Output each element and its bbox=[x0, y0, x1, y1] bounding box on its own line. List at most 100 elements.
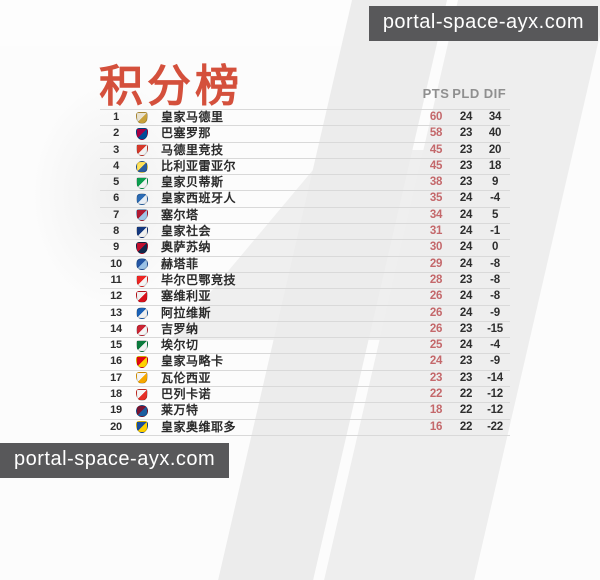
pts-value: 31 bbox=[429, 225, 443, 238]
dif-value: 34 bbox=[488, 111, 502, 123]
dif-value: -12 bbox=[487, 404, 503, 417]
espanyol-crest bbox=[136, 193, 148, 206]
rank-cell: 19 bbox=[110, 404, 122, 417]
pld-value: 23 bbox=[459, 176, 473, 189]
dif-value: -15 bbox=[487, 322, 503, 335]
pts-value: 35 bbox=[429, 192, 443, 205]
dif-value: -4 bbox=[490, 192, 500, 205]
real-sociedad-crest bbox=[136, 225, 148, 238]
rank-cell: 12 bbox=[110, 290, 122, 303]
rank-cell: 20 bbox=[110, 420, 122, 433]
rayo-vallecano-crest bbox=[136, 388, 148, 401]
crest-cell bbox=[132, 306, 152, 321]
table-row: 12 塞维利亚 26 24 -8 bbox=[100, 288, 510, 304]
pld-value: 23 bbox=[459, 159, 473, 172]
table-row: 20 皇家奥维耶多 16 22 -22 bbox=[100, 418, 510, 435]
pts-value: 45 bbox=[429, 143, 443, 156]
sevilla-crest bbox=[136, 290, 148, 303]
table-row: 1 皇家马德里 60 24 34 bbox=[100, 109, 510, 125]
pld-value: 24 bbox=[459, 192, 473, 205]
getafe-crest bbox=[136, 258, 148, 271]
team-name: 赫塔菲 bbox=[161, 256, 199, 271]
levante-crest bbox=[136, 404, 148, 417]
table-row: 3 马德里竞技 45 23 20 bbox=[100, 141, 510, 158]
rank-cell: 8 bbox=[113, 225, 119, 238]
villarreal-crest bbox=[136, 160, 148, 173]
watermark-top-right: portal-space-ayx.com bbox=[368, 6, 598, 41]
pld-value: 24 bbox=[459, 208, 473, 221]
pld-value: 22 bbox=[459, 404, 473, 417]
table-row: 5 皇家贝蒂斯 38 23 9 bbox=[100, 174, 510, 190]
team-name: 皇家马略卡 bbox=[161, 354, 224, 369]
team-name: 皇家西班牙人 bbox=[161, 191, 237, 206]
dif-value: -14 bbox=[487, 371, 503, 384]
crest-cell bbox=[132, 175, 152, 190]
team-name: 莱万特 bbox=[161, 403, 199, 418]
rank-cell: 14 bbox=[110, 322, 122, 335]
column-header-pts: PTS bbox=[422, 86, 450, 101]
valencia-crest bbox=[136, 372, 148, 385]
table-row: 15 埃尔切 25 24 -4 bbox=[100, 337, 510, 353]
crest-cell bbox=[132, 354, 152, 369]
pld-value: 24 bbox=[459, 241, 473, 254]
pts-value: 29 bbox=[429, 257, 443, 270]
pld-value: 24 bbox=[459, 339, 473, 352]
crest-cell bbox=[132, 322, 152, 337]
rank-cell: 6 bbox=[113, 192, 119, 205]
table-row: 19 莱万特 18 22 -12 bbox=[100, 402, 510, 418]
real-betis-crest bbox=[136, 176, 148, 189]
rank-cell: 2 bbox=[113, 127, 119, 140]
mallorca-crest bbox=[136, 356, 148, 369]
pts-value: 60 bbox=[429, 111, 443, 123]
pts-value: 26 bbox=[429, 306, 443, 319]
pts-value: 24 bbox=[429, 355, 443, 368]
pld-value: 23 bbox=[459, 355, 473, 368]
crest-cell bbox=[132, 159, 152, 174]
crest-cell bbox=[132, 387, 152, 402]
team-name: 巴塞罗那 bbox=[161, 126, 212, 141]
table-row: 10 赫塔菲 29 24 -8 bbox=[100, 255, 510, 272]
pts-value: 22 bbox=[429, 388, 443, 401]
watermark-bottom-left: portal-space-ayx.com bbox=[0, 443, 230, 478]
dif-value: -8 bbox=[490, 257, 500, 270]
pld-value: 24 bbox=[459, 111, 473, 123]
celta-vigo-crest bbox=[136, 209, 148, 222]
table-row: 11 毕尔巴鄂竞技 28 23 -8 bbox=[100, 271, 510, 288]
pld-value: 24 bbox=[459, 306, 473, 319]
rank-cell: 1 bbox=[113, 111, 119, 123]
rank-cell: 18 bbox=[110, 388, 122, 401]
alaves-crest bbox=[136, 307, 148, 320]
team-name: 阿拉维斯 bbox=[161, 305, 212, 320]
table-row: 2 巴塞罗那 58 23 40 bbox=[100, 125, 510, 141]
rank-cell: 15 bbox=[110, 339, 122, 352]
team-name: 吉罗纳 bbox=[161, 321, 199, 336]
crest-cell bbox=[132, 208, 152, 223]
table-row: 14 吉罗纳 26 23 -15 bbox=[100, 320, 510, 337]
table-row: 4 比利亚雷亚尔 45 23 18 bbox=[100, 157, 510, 174]
standings-header: PTS PLD DIF bbox=[100, 76, 510, 109]
pld-value: 22 bbox=[459, 420, 473, 433]
pld-value: 23 bbox=[459, 322, 473, 335]
dif-value: 5 bbox=[491, 208, 499, 221]
pld-value: 23 bbox=[459, 371, 473, 384]
dif-value: -8 bbox=[490, 273, 500, 286]
rank-cell: 16 bbox=[110, 355, 122, 368]
crest-cell bbox=[132, 273, 152, 288]
rank-cell: 17 bbox=[110, 371, 122, 384]
pts-value: 26 bbox=[429, 290, 443, 303]
pld-value: 23 bbox=[459, 143, 473, 156]
team-name: 皇家马德里 bbox=[161, 110, 224, 124]
rank-cell: 7 bbox=[113, 208, 119, 221]
team-name: 马德里竞技 bbox=[161, 142, 224, 157]
crest-cell bbox=[132, 338, 152, 353]
rank-cell: 9 bbox=[113, 241, 119, 254]
dif-value: -9 bbox=[490, 306, 500, 319]
pts-value: 58 bbox=[429, 127, 443, 140]
pts-value: 34 bbox=[429, 208, 443, 221]
dif-value: 9 bbox=[491, 176, 499, 189]
rank-cell: 5 bbox=[113, 176, 119, 189]
crest-cell bbox=[132, 143, 152, 158]
pts-value: 45 bbox=[429, 159, 443, 172]
rank-cell: 3 bbox=[113, 143, 119, 156]
dif-value: -9 bbox=[490, 355, 500, 368]
